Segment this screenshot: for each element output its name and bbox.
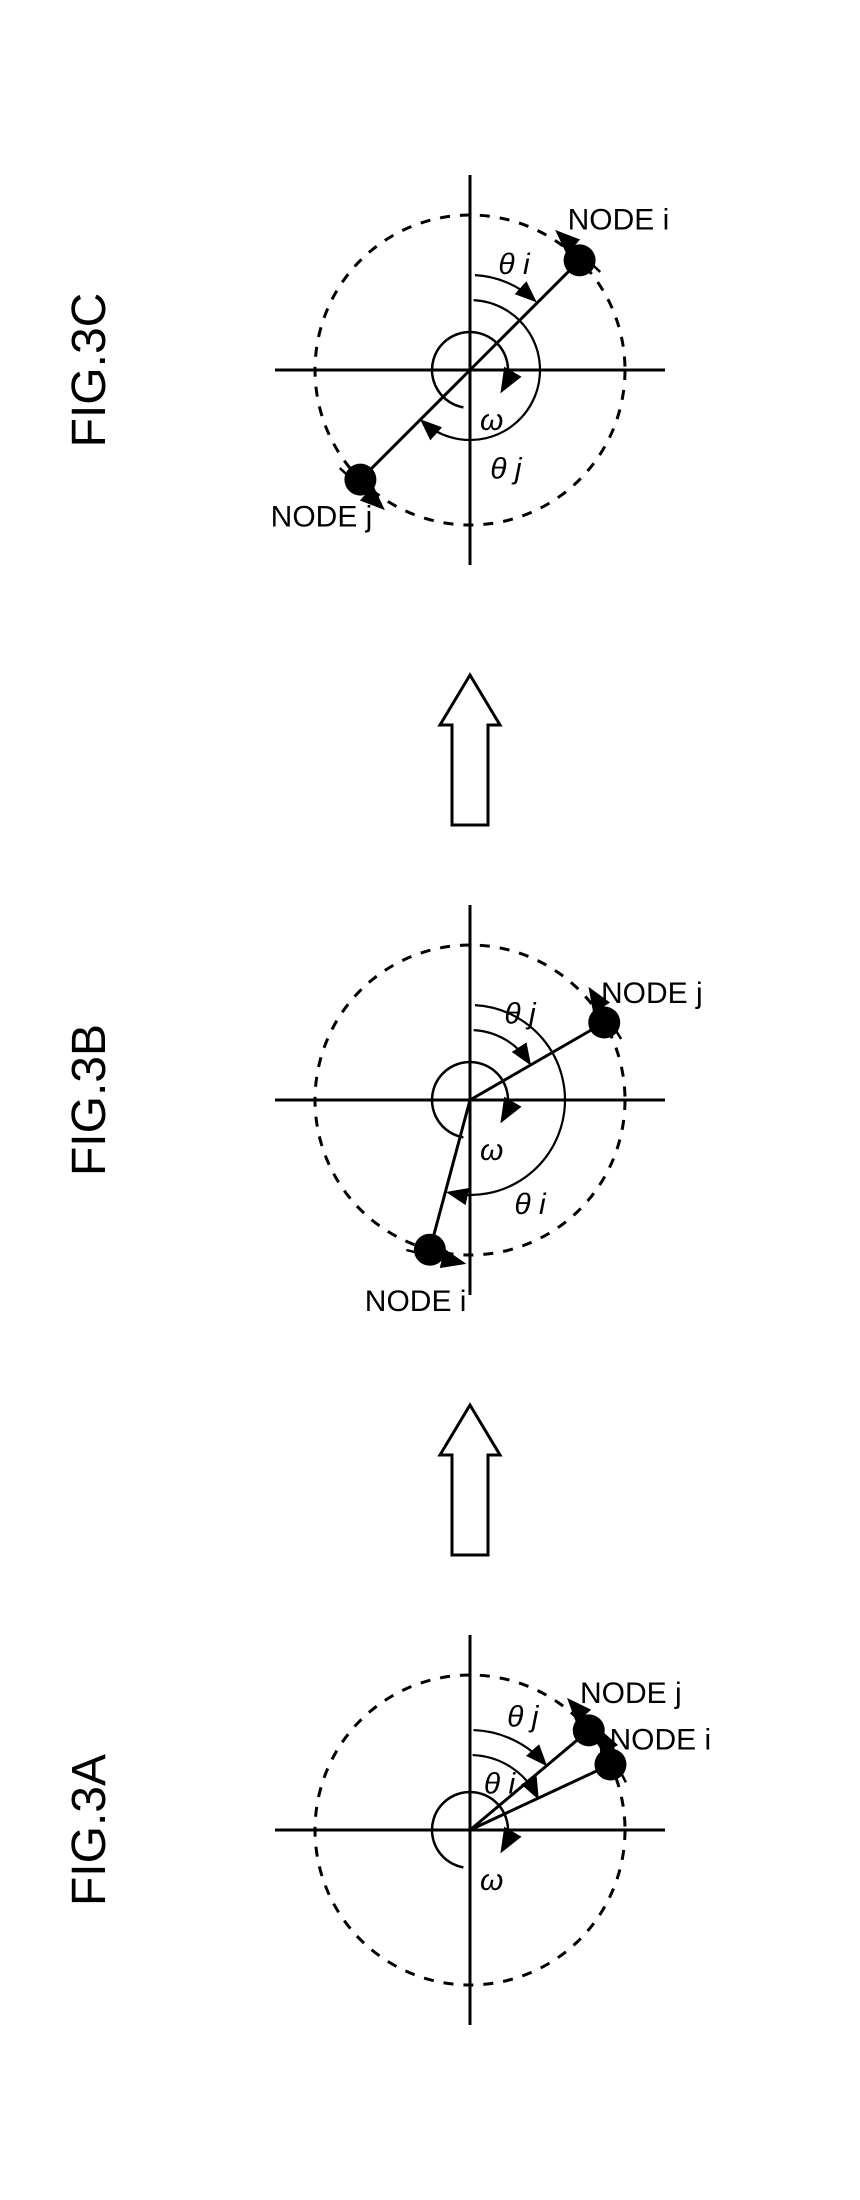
theta-label-i: θ i [498, 248, 531, 281]
node-label-i: NODE i [568, 204, 670, 237]
node-label-i: NODE i [609, 1723, 711, 1756]
transition-arrow [440, 1405, 500, 1555]
node-label-j: NODE j [271, 500, 373, 533]
transition-arrow [440, 675, 500, 825]
omega-label: ω [480, 1864, 503, 1897]
node-label-j: NODE j [601, 977, 703, 1010]
node-i [564, 244, 596, 276]
fig-label: FIG.3B [63, 1024, 116, 1176]
theta-label-j: θ j [490, 453, 523, 486]
radius-line [360, 370, 470, 480]
node-i [414, 1234, 446, 1266]
node-j [344, 464, 376, 496]
theta-arc-j [473, 1730, 544, 1763]
omega-label: ω [480, 404, 503, 437]
diagram-root: ω NODE i θ i NODE j θ j ω NODE i θ i NODE j θ j ω N… [0, 0, 860, 2200]
fig-label: FIG.3A [63, 1754, 116, 1906]
fig-label-group: FIG.3C [63, 293, 116, 448]
radius-line [430, 1100, 470, 1250]
node-label-i: NODE i [365, 1285, 467, 1318]
omega-label: ω [480, 1134, 503, 1167]
theta-label-i: θ i [514, 1188, 547, 1221]
node-j [573, 1714, 605, 1746]
theta-label-j: θ j [507, 1701, 540, 1734]
fig-label: FIG.3C [63, 293, 116, 448]
theta-label-j: θ j [504, 997, 537, 1030]
fig-label-group: FIG.3B [63, 1024, 116, 1176]
fig-label-group: FIG.3A [63, 1754, 116, 1906]
theta-arc-j [474, 1030, 529, 1062]
node-label-j: NODE j [580, 1677, 682, 1710]
